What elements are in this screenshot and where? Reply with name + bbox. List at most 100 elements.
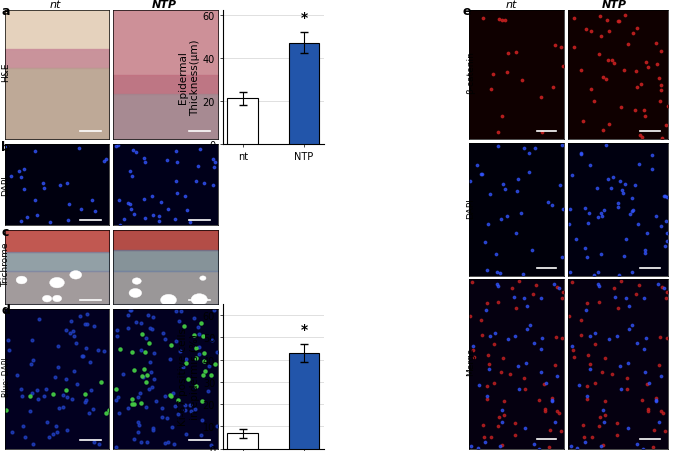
Point xyxy=(123,312,134,319)
Point xyxy=(581,27,592,34)
Point xyxy=(188,332,199,339)
Point xyxy=(550,334,561,341)
Point xyxy=(615,363,626,370)
Point xyxy=(171,148,182,155)
Point xyxy=(545,427,556,434)
Point xyxy=(564,221,575,228)
Point xyxy=(622,386,633,393)
Point xyxy=(146,326,157,333)
Point xyxy=(632,440,643,447)
Point xyxy=(81,344,92,351)
Circle shape xyxy=(50,278,64,288)
Point xyxy=(16,393,27,400)
Point xyxy=(549,419,560,426)
Point xyxy=(28,440,38,447)
Point xyxy=(612,419,622,427)
Point xyxy=(45,219,55,226)
Point xyxy=(657,135,668,143)
Point xyxy=(147,426,158,433)
Point xyxy=(662,335,672,342)
Point xyxy=(18,422,29,429)
Point xyxy=(198,332,209,340)
Point xyxy=(578,433,589,441)
Point xyxy=(634,282,645,289)
Point xyxy=(209,165,220,172)
Text: DAPI: DAPI xyxy=(466,198,475,219)
Point xyxy=(546,395,557,402)
Point xyxy=(643,64,653,72)
Point xyxy=(146,383,157,391)
Point xyxy=(531,282,541,289)
Point xyxy=(24,392,35,400)
Point xyxy=(481,395,492,402)
Point xyxy=(110,143,121,150)
Point xyxy=(556,295,567,302)
Point xyxy=(511,230,522,237)
Point xyxy=(596,442,607,450)
Point xyxy=(662,194,672,201)
Point xyxy=(554,285,565,292)
Point xyxy=(579,244,590,252)
Point xyxy=(65,330,76,337)
Point xyxy=(639,107,650,114)
Point xyxy=(655,408,666,415)
Point xyxy=(160,392,171,400)
Point xyxy=(647,152,657,159)
Point xyxy=(129,366,140,373)
Point xyxy=(176,307,186,314)
Point xyxy=(589,98,599,106)
Point xyxy=(578,118,589,125)
Point xyxy=(566,279,577,286)
Point xyxy=(493,129,504,136)
Text: b: b xyxy=(1,141,10,154)
Point xyxy=(485,191,495,198)
Point xyxy=(583,209,594,216)
Bar xyxy=(289,43,319,144)
Point xyxy=(140,215,151,222)
Point xyxy=(567,347,578,354)
Point xyxy=(157,413,167,420)
Point xyxy=(42,419,53,426)
Point xyxy=(656,87,667,94)
Point xyxy=(493,414,504,421)
Point xyxy=(472,444,483,451)
Point xyxy=(627,268,638,276)
Point xyxy=(568,44,579,51)
Point xyxy=(202,388,213,395)
Point xyxy=(538,380,549,387)
Point xyxy=(616,386,626,393)
Point xyxy=(608,285,619,292)
Point xyxy=(72,381,82,388)
Point xyxy=(621,295,632,302)
Point xyxy=(126,206,136,213)
Point xyxy=(597,74,608,82)
Point xyxy=(655,223,666,230)
Point xyxy=(644,380,655,387)
Point xyxy=(57,391,68,399)
Point xyxy=(526,247,537,254)
Point xyxy=(28,357,38,364)
Text: e: e xyxy=(462,5,471,18)
Point xyxy=(497,113,508,120)
Point xyxy=(141,404,152,411)
Point xyxy=(647,166,657,174)
Point xyxy=(510,419,520,427)
Point xyxy=(634,161,645,168)
Point xyxy=(165,392,176,400)
Point xyxy=(612,432,622,439)
Point xyxy=(138,373,148,381)
Point xyxy=(134,421,144,428)
Point xyxy=(26,390,37,397)
Point xyxy=(603,28,614,36)
Point xyxy=(623,41,634,49)
Point xyxy=(99,158,109,166)
Point xyxy=(147,425,158,432)
Point xyxy=(174,318,185,325)
Point xyxy=(543,443,554,451)
Point xyxy=(580,205,591,212)
Point xyxy=(540,380,551,387)
Point xyxy=(92,346,103,353)
Point xyxy=(618,190,628,198)
Point xyxy=(656,284,667,291)
Point xyxy=(78,353,88,360)
